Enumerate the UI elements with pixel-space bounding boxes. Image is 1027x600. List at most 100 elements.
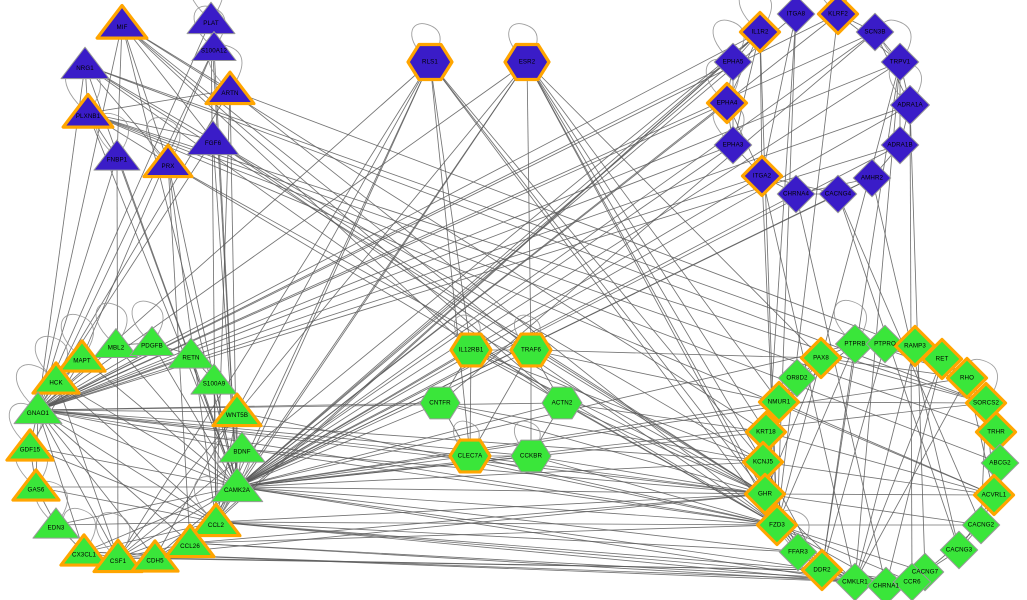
node-shape-triangle[interactable]	[186, 120, 240, 156]
graph-node-cacng2[interactable]	[961, 505, 1001, 545]
graph-node-rho[interactable]	[945, 356, 989, 400]
node-shape-diamond[interactable]	[961, 505, 1001, 545]
graph-node-ccr6[interactable]	[892, 562, 932, 600]
graph-node-acvrl1[interactable]	[972, 473, 1016, 517]
graph-node-cacng3[interactable]	[939, 530, 979, 570]
node-shape-diamond[interactable]	[890, 85, 930, 125]
graph-node-ghr[interactable]	[743, 472, 787, 516]
graph-node-itga2[interactable]	[740, 154, 784, 198]
node-shape-diamond[interactable]	[939, 530, 979, 570]
node-shape-diamond[interactable]	[800, 548, 844, 592]
graph-node-mif[interactable]	[95, 3, 149, 40]
graph-node-klrf2[interactable]	[816, 0, 860, 36]
node-shape-hexagon[interactable]	[510, 439, 552, 473]
node-shape-triangle[interactable]	[186, 1, 236, 35]
graph-node-nmur1[interactable]	[757, 380, 801, 424]
graph-node-traf6[interactable]	[509, 332, 553, 368]
node-shape-diamond[interactable]	[740, 154, 784, 198]
node-shape-diamond[interactable]	[920, 337, 964, 381]
node-shape-triangle[interactable]	[60, 46, 110, 80]
node-shape-diamond[interactable]	[778, 532, 818, 572]
graph-node-clec7a[interactable]	[448, 438, 492, 474]
graph-node-retn[interactable]	[167, 337, 215, 369]
node-shape-triangle[interactable]	[5, 428, 55, 462]
node-shape-triangle[interactable]	[31, 361, 81, 395]
node-shape-hexagon[interactable]	[541, 386, 583, 420]
node-shape-triangle[interactable]	[211, 392, 263, 428]
node-shape-hexagon[interactable]	[406, 42, 454, 82]
node-shape-triangle[interactable]	[129, 326, 175, 357]
graph-node-fgf6[interactable]	[186, 120, 240, 156]
node-shape-diamond[interactable]	[705, 81, 749, 125]
node-shape-triangle[interactable]	[164, 523, 216, 559]
node-shape-diamond[interactable]	[713, 42, 753, 82]
graph-node-mapt[interactable]	[57, 339, 107, 373]
node-shape-diamond[interactable]	[945, 356, 989, 400]
graph-node-edn3[interactable]	[32, 507, 80, 539]
node-layer[interactable]	[5, 0, 1020, 600]
node-shape-hexagon[interactable]	[448, 438, 492, 474]
graph-node-il1r2[interactable]	[738, 10, 782, 54]
graph-node-ret[interactable]	[920, 337, 964, 381]
graph-node-ptpro[interactable]	[865, 324, 905, 364]
node-shape-triangle[interactable]	[61, 92, 115, 129]
graph-node-pax8[interactable]	[799, 336, 843, 380]
node-shape-triangle[interactable]	[210, 467, 264, 503]
graph-node-cckbr[interactable]	[510, 439, 552, 473]
graph-node-ptprb[interactable]	[835, 324, 875, 364]
node-shape-triangle[interactable]	[11, 468, 61, 502]
node-shape-triangle[interactable]	[190, 363, 238, 395]
node-shape-triangle[interactable]	[32, 507, 80, 539]
graph-node-wnt5b[interactable]	[211, 392, 263, 428]
graph-node-amhr2[interactable]	[852, 158, 892, 198]
node-shape-diamond[interactable]	[880, 42, 920, 82]
graph-node-epha5[interactable]	[713, 42, 753, 82]
graph-node-adra1b[interactable]	[880, 125, 920, 165]
node-shape-diamond[interactable]	[738, 10, 782, 54]
node-shape-triangle[interactable]	[95, 3, 149, 40]
graph-node-itga8[interactable]	[776, 0, 816, 34]
node-shape-diamond[interactable]	[757, 380, 801, 424]
node-shape-triangle[interactable]	[142, 143, 194, 179]
graph-node-prx[interactable]	[142, 143, 194, 179]
node-shape-triangle[interactable]	[167, 337, 215, 369]
node-shape-diamond[interactable]	[743, 472, 787, 516]
graph-node-ffar3[interactable]	[778, 532, 818, 572]
graph-node-epha4[interactable]	[705, 81, 749, 125]
node-shape-triangle[interactable]	[191, 31, 237, 62]
node-shape-diamond[interactable]	[852, 158, 892, 198]
node-shape-diamond[interactable]	[892, 562, 932, 600]
graph-node-hck[interactable]	[31, 361, 81, 395]
graph-node-ccl26[interactable]	[164, 523, 216, 559]
graph-node-plxnb1[interactable]	[61, 92, 115, 129]
node-shape-triangle[interactable]	[190, 502, 242, 538]
node-shape-diamond[interactable]	[713, 125, 753, 165]
graph-node-gas6[interactable]	[11, 468, 61, 502]
graph-node-camk2a[interactable]	[210, 467, 264, 503]
node-shape-diamond[interactable]	[972, 473, 1016, 517]
node-shape-triangle[interactable]	[57, 339, 107, 373]
graph-node-bdnf[interactable]	[218, 431, 266, 463]
node-shape-hexagon[interactable]	[503, 42, 551, 82]
graph-node-fnbp1[interactable]	[93, 139, 141, 171]
graph-node-il12rb1[interactable]	[449, 332, 493, 368]
graph-node-s100a12[interactable]	[191, 31, 237, 62]
node-shape-diamond[interactable]	[880, 125, 920, 165]
graph-node-cmklr1[interactable]	[835, 562, 875, 600]
graph-node-ddr2[interactable]	[800, 548, 844, 592]
graph-node-fzd3[interactable]	[755, 503, 799, 547]
graph-node-cacng4[interactable]	[818, 174, 858, 214]
node-shape-diamond[interactable]	[776, 174, 816, 214]
node-shape-diamond[interactable]	[980, 443, 1020, 483]
graph-node-artn[interactable]	[204, 70, 256, 106]
node-shape-diamond[interactable]	[865, 324, 905, 364]
node-shape-diamond[interactable]	[835, 562, 875, 600]
node-shape-diamond[interactable]	[799, 336, 843, 380]
graph-node-pdgfb[interactable]	[129, 326, 175, 357]
node-shape-triangle[interactable]	[93, 328, 139, 359]
node-shape-hexagon[interactable]	[449, 332, 493, 368]
graph-node-abcg2[interactable]	[980, 443, 1020, 483]
node-shape-hexagon[interactable]	[509, 332, 553, 368]
